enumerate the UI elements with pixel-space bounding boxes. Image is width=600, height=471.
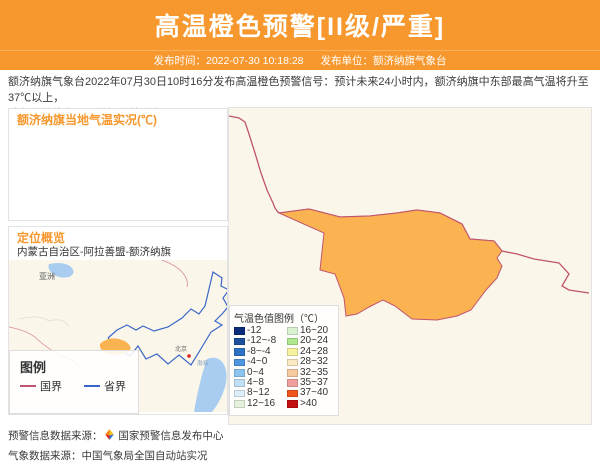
svg-text:亚洲: 亚洲: [39, 272, 55, 281]
svg-text:渤海: 渤海: [197, 359, 209, 367]
svg-text:北京: 北京: [175, 345, 187, 353]
